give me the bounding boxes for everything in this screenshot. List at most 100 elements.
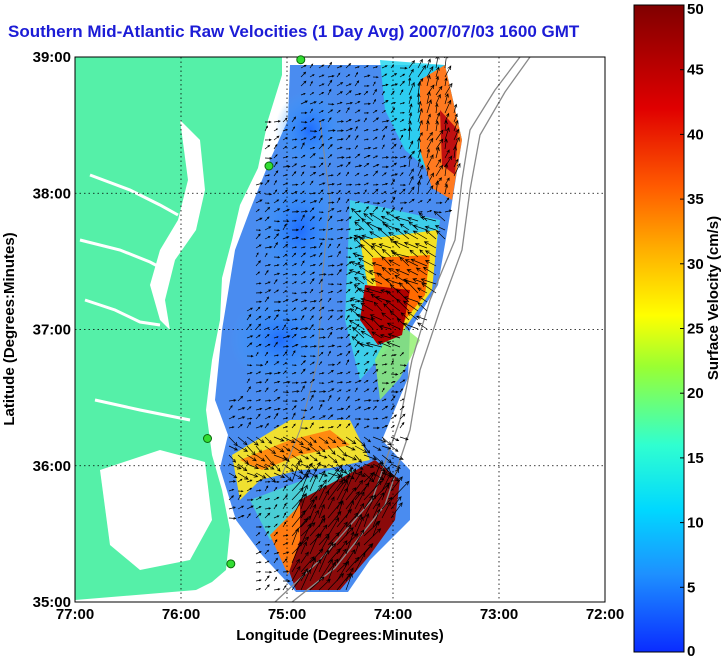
velocity-arrow	[264, 343, 271, 348]
velocity-arrow	[255, 463, 270, 470]
velocity-arrow	[318, 382, 325, 385]
velocity-arrow	[365, 287, 383, 294]
velocity-arrow	[300, 355, 307, 358]
velocity-arrow	[300, 523, 311, 546]
velocity-arrow	[424, 250, 437, 258]
velocity-arrow	[327, 297, 332, 303]
velocity-arrow	[318, 64, 325, 69]
velocity-arrow	[408, 68, 414, 78]
velocity-arrow	[291, 236, 300, 240]
velocity-arrow	[336, 315, 344, 321]
velocity-arrow	[354, 470, 363, 483]
velocity-arrow	[363, 471, 375, 492]
velocity-arrow	[417, 64, 427, 78]
velocity-arrow	[255, 306, 261, 312]
velocity-arrow	[300, 214, 305, 222]
velocity-arrow	[255, 561, 262, 564]
velocity-arrow	[426, 65, 434, 78]
velocity-arrow	[246, 417, 253, 420]
velocity-arrow	[390, 372, 399, 376]
velocity-arrow	[300, 71, 307, 78]
velocity-arrow	[396, 298, 410, 312]
velocity-arrow	[381, 454, 393, 464]
velocity-arrow	[327, 136, 333, 141]
velocity-arrow	[403, 230, 419, 240]
velocity-arrow	[300, 181, 305, 186]
velocity-arrow	[282, 208, 290, 213]
velocity-arrow	[255, 551, 262, 555]
velocity-arrow	[300, 398, 306, 402]
velocity-arrow	[435, 138, 444, 150]
velocity-arrow	[300, 120, 308, 124]
velocity-arrow	[282, 236, 290, 240]
velocity-arrow	[318, 390, 327, 393]
velocity-arrow	[291, 463, 304, 474]
velocity-arrow	[273, 341, 278, 348]
velocity-arrow	[336, 72, 341, 78]
velocity-arrow	[309, 207, 315, 213]
velocity-arrow	[309, 146, 316, 150]
velocity-arrow	[390, 445, 399, 452]
velocity-arrow	[345, 228, 351, 231]
x-tick-label: 72:00	[586, 606, 624, 623]
velocity-arrow	[371, 262, 383, 267]
velocity-arrow	[390, 73, 398, 78]
velocity-arrow	[264, 179, 270, 186]
velocity-arrow	[291, 344, 299, 348]
velocity-arrow	[291, 527, 299, 546]
velocity-arrow	[237, 445, 249, 452]
velocity-arrow	[291, 510, 306, 528]
velocity-arrow	[399, 119, 405, 123]
velocity-arrow	[291, 307, 297, 312]
velocity-arrow	[255, 323, 262, 330]
velocity-arrow	[336, 361, 341, 366]
velocity-arrow	[408, 120, 412, 132]
velocity-arrow	[345, 423, 351, 429]
velocity-arrow	[264, 507, 272, 510]
velocity-arrow	[394, 227, 410, 240]
velocity-arrow	[309, 371, 315, 375]
velocity-arrow	[273, 272, 281, 276]
velocity-arrow	[300, 111, 308, 115]
velocity-arrow	[361, 217, 374, 231]
velocity-arrow	[435, 93, 441, 105]
velocity-arrow	[327, 79, 333, 87]
velocity-arrow	[318, 273, 327, 276]
velocity-arrow	[399, 134, 404, 141]
velocity-arrow	[336, 156, 345, 159]
velocity-arrow	[327, 380, 334, 384]
velocity-arrow	[377, 227, 392, 240]
velocity-arrow	[318, 470, 326, 483]
velocity-arrow	[372, 117, 380, 123]
velocity-arrow	[361, 234, 374, 240]
velocity-arrow	[336, 164, 344, 168]
velocity-arrow	[273, 496, 280, 501]
velocity-arrow	[291, 333, 297, 339]
velocity-arrow	[354, 479, 364, 492]
velocity-arrow	[426, 154, 434, 168]
velocity-arrow	[264, 387, 269, 393]
velocity-arrow	[291, 318, 298, 321]
velocity-arrow	[417, 100, 422, 114]
velocity-arrow	[363, 162, 370, 168]
velocity-arrow	[363, 212, 374, 222]
velocity-arrow	[273, 208, 281, 213]
velocity-arrow	[255, 436, 265, 444]
velocity-arrow	[426, 113, 431, 123]
velocity-arrow	[309, 108, 313, 114]
velocity-arrow	[309, 436, 317, 444]
velocity-arrow	[264, 399, 272, 402]
velocity-arrow	[345, 107, 350, 114]
velocity-arrow	[246, 335, 254, 339]
velocity-arrow	[246, 342, 253, 348]
velocity-arrow	[327, 309, 335, 312]
velocity-arrow	[426, 185, 434, 195]
velocity-arrow	[282, 199, 287, 204]
velocity-arrow	[350, 260, 365, 267]
velocity-arrow	[273, 515, 280, 519]
station-marker-site-north	[296, 55, 306, 65]
velocity-arrow	[363, 84, 370, 87]
velocity-arrow	[380, 289, 392, 294]
velocity-arrow	[372, 349, 377, 357]
velocity-arrow	[444, 65, 452, 78]
